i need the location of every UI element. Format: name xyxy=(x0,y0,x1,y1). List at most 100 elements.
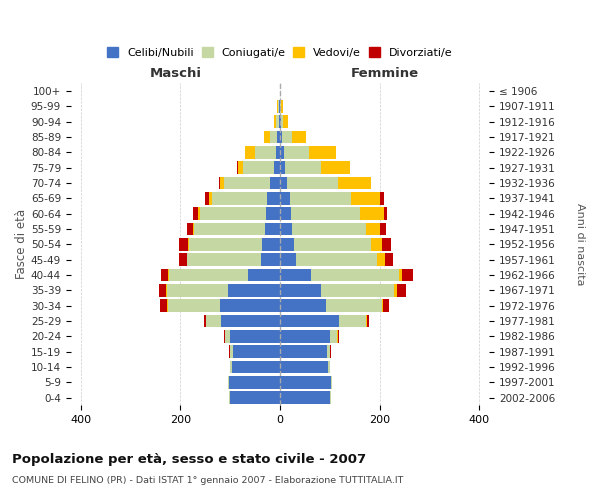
Bar xyxy=(233,346,280,358)
Y-axis label: Anni di nascita: Anni di nascita xyxy=(575,203,585,285)
Bar xyxy=(265,222,280,235)
Bar xyxy=(219,176,220,190)
Bar xyxy=(237,162,238,174)
Bar xyxy=(274,162,280,174)
Bar xyxy=(280,130,283,143)
Bar xyxy=(394,284,397,296)
Bar xyxy=(385,254,393,266)
Bar xyxy=(227,284,280,296)
Bar xyxy=(279,116,280,128)
Bar xyxy=(230,392,280,404)
Bar xyxy=(350,192,380,204)
Bar xyxy=(403,268,413,281)
Bar xyxy=(200,208,266,220)
Bar xyxy=(291,208,359,220)
Bar xyxy=(328,360,330,373)
Bar xyxy=(278,100,280,112)
Bar xyxy=(221,314,280,327)
Y-axis label: Fasce di età: Fasce di età xyxy=(15,209,28,280)
Legend: Celibi/Nubili, Coniugati/e, Vedovi/e, Divorziati/e: Celibi/Nubili, Coniugati/e, Vedovi/e, Di… xyxy=(104,44,456,62)
Bar xyxy=(284,146,309,158)
Bar xyxy=(232,360,280,373)
Bar xyxy=(160,300,167,312)
Bar xyxy=(371,238,382,250)
Bar xyxy=(359,208,383,220)
Bar xyxy=(276,146,280,158)
Bar xyxy=(283,116,289,128)
Text: COMUNE DI FELINO (PR) - Dati ISTAT 1° gennaio 2007 - Elaborazione TUTTITALIA.IT: COMUNE DI FELINO (PR) - Dati ISTAT 1° ge… xyxy=(12,476,403,485)
Bar xyxy=(383,208,388,220)
Bar xyxy=(281,116,283,128)
Bar xyxy=(243,162,274,174)
Bar xyxy=(187,222,193,235)
Bar xyxy=(280,346,327,358)
Text: Popolazione per età, sesso e stato civile - 2007: Popolazione per età, sesso e stato civil… xyxy=(12,452,366,466)
Bar xyxy=(179,254,187,266)
Bar xyxy=(230,360,232,373)
Bar xyxy=(280,268,311,281)
Bar xyxy=(280,222,292,235)
Bar xyxy=(326,300,382,312)
Bar xyxy=(338,176,371,190)
Bar xyxy=(193,222,194,235)
Bar xyxy=(367,314,368,327)
Bar xyxy=(280,376,331,388)
Bar xyxy=(280,100,281,112)
Bar xyxy=(229,392,230,404)
Bar xyxy=(220,300,280,312)
Bar xyxy=(383,300,389,312)
Bar xyxy=(330,330,337,342)
Bar xyxy=(377,254,385,266)
Bar xyxy=(270,176,280,190)
Bar xyxy=(338,330,339,342)
Bar xyxy=(168,300,220,312)
Bar xyxy=(280,162,285,174)
Bar xyxy=(280,238,294,250)
Bar xyxy=(296,254,377,266)
Bar xyxy=(366,314,367,327)
Bar xyxy=(277,100,278,112)
Bar xyxy=(331,376,332,388)
Bar xyxy=(270,130,277,143)
Bar xyxy=(277,130,280,143)
Bar xyxy=(280,116,281,128)
Bar xyxy=(280,254,296,266)
Bar xyxy=(194,222,265,235)
Bar xyxy=(224,176,270,190)
Bar xyxy=(311,268,400,281)
Bar xyxy=(261,254,280,266)
Bar xyxy=(230,330,280,342)
Bar xyxy=(198,208,200,220)
Bar xyxy=(292,222,366,235)
Bar xyxy=(262,238,280,250)
Bar xyxy=(397,284,406,296)
Bar xyxy=(277,116,279,128)
Bar xyxy=(280,208,291,220)
Bar xyxy=(204,314,206,327)
Bar xyxy=(327,346,330,358)
Bar xyxy=(189,238,262,250)
Bar xyxy=(159,284,166,296)
Bar xyxy=(280,300,326,312)
Bar xyxy=(228,376,229,388)
Bar xyxy=(167,284,227,296)
Bar xyxy=(294,238,371,250)
Bar xyxy=(238,162,243,174)
Bar xyxy=(285,162,321,174)
Bar xyxy=(206,314,221,327)
Text: Femmine: Femmine xyxy=(350,66,419,80)
Bar xyxy=(382,238,391,250)
Bar xyxy=(255,146,276,158)
Bar xyxy=(280,392,330,404)
Bar xyxy=(280,192,290,204)
Bar xyxy=(280,314,338,327)
Bar xyxy=(283,130,292,143)
Bar xyxy=(280,330,330,342)
Bar xyxy=(179,238,188,250)
Bar xyxy=(169,268,248,281)
Bar xyxy=(205,192,209,204)
Bar xyxy=(337,330,338,342)
Bar xyxy=(366,222,380,235)
Bar xyxy=(321,162,350,174)
Bar xyxy=(287,176,338,190)
